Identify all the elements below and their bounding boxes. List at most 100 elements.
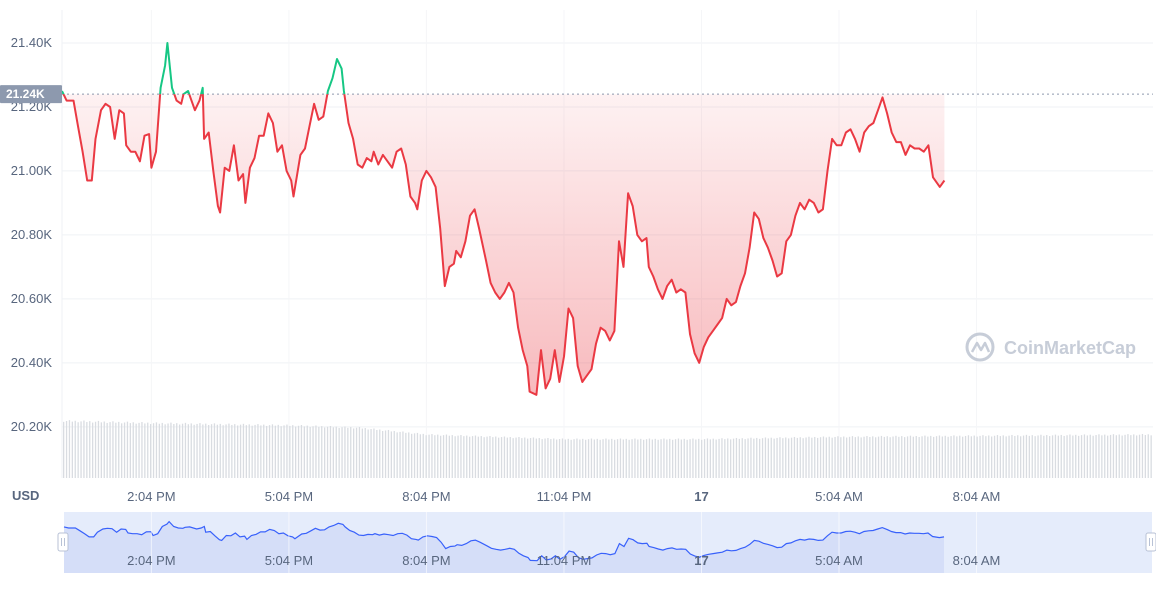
volume-bar xyxy=(956,436,958,478)
volume-bar xyxy=(190,423,192,478)
volume-bar xyxy=(477,436,479,478)
volume-bar xyxy=(938,435,941,478)
volume-bar xyxy=(292,425,294,478)
y-axis: 21.40K21.20K21.00K20.80K20.60K20.40K20.2… xyxy=(11,35,53,434)
volume-bar xyxy=(532,437,535,478)
volume-bar xyxy=(756,437,758,478)
volume-bar xyxy=(228,423,230,478)
range-navigator[interactable]: 2:04 PM 5:04 PM 8:04 PM 11:04 PM 17 5:04 AM 8:… xyxy=(57,512,1156,573)
volume-bar xyxy=(1089,434,1091,478)
volume-bar xyxy=(396,432,398,478)
navigator-tick-label-6: 8:04 AM xyxy=(953,553,1001,568)
volume-bar xyxy=(440,435,442,478)
volume-bar xyxy=(268,425,271,478)
volume-bar xyxy=(654,438,656,478)
volume-bar xyxy=(335,426,337,478)
volume-bar xyxy=(851,436,854,478)
volume-bar xyxy=(173,423,175,478)
volume-bar xyxy=(176,423,178,478)
volume-bar xyxy=(210,424,213,478)
volume-bar xyxy=(872,436,874,478)
volume-bar xyxy=(80,421,82,478)
volume-bar xyxy=(489,436,491,478)
volume-bar xyxy=(390,431,392,478)
volume-bar xyxy=(216,424,218,478)
volume-bar xyxy=(196,423,198,478)
volume-bar xyxy=(437,434,439,478)
volume-bar xyxy=(811,437,813,478)
volume-bar xyxy=(1005,436,1007,478)
volume-bars xyxy=(63,420,1152,478)
volume-bar xyxy=(712,438,714,478)
volume-bar xyxy=(802,438,804,478)
volume-bar xyxy=(347,427,349,478)
volume-bar xyxy=(445,434,448,478)
volume-bar xyxy=(1046,435,1048,478)
navigator-tick-label-1: 5:04 PM xyxy=(265,553,313,568)
volume-bar xyxy=(234,424,236,478)
volume-bar xyxy=(640,438,642,478)
navigator-left-handle[interactable] xyxy=(57,532,69,552)
volume-bar xyxy=(689,439,691,478)
currency-label: USD xyxy=(12,488,39,503)
volume-bar xyxy=(782,438,784,478)
volume-bar xyxy=(924,435,926,478)
volume-bar xyxy=(326,426,329,478)
volume-bar xyxy=(518,436,520,478)
volume-bar xyxy=(312,426,314,478)
volume-bar xyxy=(237,425,239,478)
volume-bar xyxy=(808,436,810,478)
volume-bar xyxy=(625,438,627,478)
volume-bar xyxy=(222,425,224,478)
volume-bar xyxy=(944,435,946,478)
volume-bar xyxy=(512,438,514,478)
volume-bar xyxy=(828,436,830,478)
volume-bar xyxy=(614,439,616,478)
y-tick-label-5: 20.40K xyxy=(11,355,53,370)
volume-bar xyxy=(753,438,755,478)
navigator-axis: 2:04 PM 5:04 PM 8:04 PM 11:04 PM 17 5:04 AM 8:… xyxy=(127,512,1000,573)
volume-bar xyxy=(524,437,526,478)
volume-bar xyxy=(764,437,767,478)
watermark-text: CoinMarketCap xyxy=(1004,338,1136,358)
volume-bar xyxy=(834,436,836,478)
volume-bar xyxy=(976,436,978,478)
volume-bar xyxy=(918,436,920,478)
volume-bar xyxy=(155,422,158,478)
volume-bar xyxy=(576,438,578,478)
volume-bar xyxy=(1138,434,1141,478)
volume-bar xyxy=(692,438,694,478)
volume-bar xyxy=(993,435,996,478)
volume-bar xyxy=(544,438,546,478)
volume-bar xyxy=(964,435,967,478)
navigator-tick-label-4: 17 xyxy=(694,553,708,568)
volume-bar xyxy=(869,437,871,478)
navigator-right-handle[interactable] xyxy=(1145,532,1156,552)
volume-bar xyxy=(1141,433,1144,478)
volume-bar xyxy=(167,423,169,478)
volume-bar xyxy=(402,431,404,478)
volume-bar xyxy=(962,436,964,478)
volume-bar xyxy=(953,435,955,478)
volume-bar xyxy=(1072,435,1074,478)
volume-bar xyxy=(283,425,285,478)
volume-bar xyxy=(819,437,822,478)
volume-bar xyxy=(463,436,465,478)
volume-bar xyxy=(239,424,242,478)
volume-bar xyxy=(1002,435,1004,478)
volume-bar xyxy=(242,423,245,478)
volume-bar xyxy=(840,437,842,478)
volume-bar xyxy=(263,424,265,478)
navigator-tick-label-5: 5:04 AM xyxy=(815,553,863,568)
volume-bar xyxy=(1075,434,1077,478)
volume-bar xyxy=(680,439,682,478)
volume-bar xyxy=(1040,434,1042,478)
volume-bar xyxy=(118,421,120,478)
volume-bar xyxy=(245,425,247,478)
volume-bar xyxy=(1054,434,1057,478)
volume-bar xyxy=(825,437,827,478)
volume-bar xyxy=(1069,434,1071,478)
volume-bar xyxy=(303,426,305,478)
volume-bar xyxy=(950,436,952,478)
